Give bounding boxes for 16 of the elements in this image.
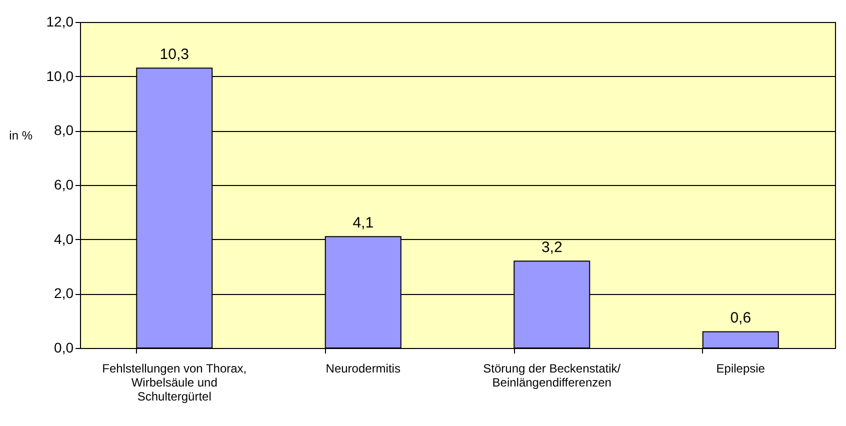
y-tick-label: 6,0: [54, 176, 74, 192]
data-label: 4,1: [352, 214, 374, 232]
x-tick-label: Epilepsie: [716, 362, 766, 376]
y-tick-label: 2,0: [54, 285, 74, 302]
data-label: 0,6: [730, 310, 752, 327]
y-tick-label: 10,0: [46, 68, 74, 84]
y-tick-label: 0,0: [54, 340, 74, 356]
y-tick-label: 8,0: [54, 122, 74, 138]
y-tick-label: 12,0: [46, 14, 74, 30]
x-tick-label: Fehlstellungen von Thorax, Wirbelsäule und Schultergürtel: [102, 362, 247, 404]
x-tick-label: Störung der Beckenstatik/ Beinlängendifferenzen: [483, 362, 622, 390]
y-tick-label: 4,0: [54, 230, 74, 247]
y-axis-title: in %: [9, 128, 33, 142]
data-label: 3,2: [541, 239, 562, 256]
x-tick-label: Neurodermitis: [326, 362, 400, 376]
data-label: 10,3: [160, 46, 189, 64]
